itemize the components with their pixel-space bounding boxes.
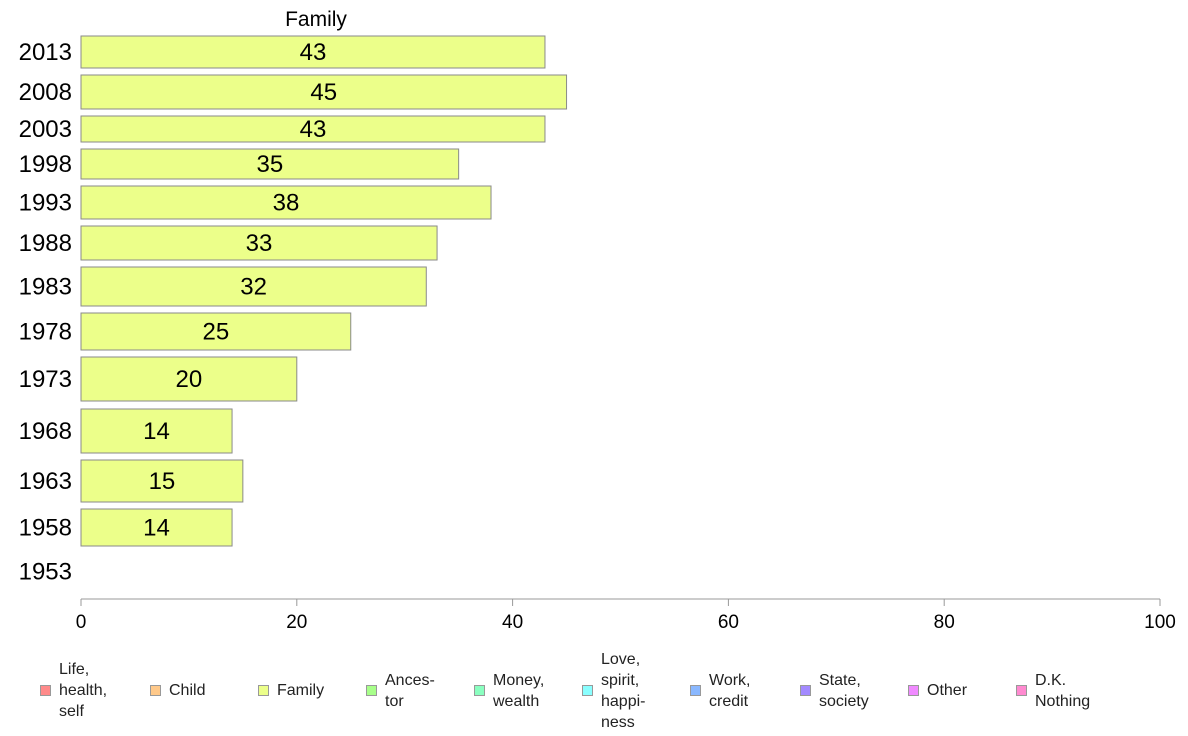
legend-label: State, society (819, 671, 869, 710)
bar (80, 35, 546, 69)
y-tick-labels: 2013 2008 2003 1998 1993 1988 1983 1978 1973 1968… (19, 39, 72, 586)
y-tick-label: 1953 (19, 559, 72, 586)
bar (80, 459, 244, 503)
data-label: 14 (143, 418, 170, 445)
y-tick-label: 1958 (19, 515, 72, 542)
y-tick-label: 1968 (19, 418, 72, 445)
data-label: 43 (300, 39, 327, 66)
legend-item: State, society (800, 645, 869, 736)
legend-label: Family (277, 682, 325, 699)
x-tick-label: 60 (718, 612, 739, 633)
bar (80, 185, 492, 220)
x-tick-label: 20 (286, 612, 307, 633)
x-tick-label: 40 (502, 612, 523, 633)
bar (80, 74, 568, 110)
bar (80, 408, 233, 454)
legend-item: Money, wealth (474, 645, 544, 736)
legend-label: Ances- tor (385, 671, 435, 710)
bar (80, 356, 298, 402)
y-tick-label: 1998 (19, 151, 72, 178)
data-label: 35 (256, 151, 283, 178)
bar (80, 115, 546, 143)
data-label: 14 (143, 515, 170, 542)
bar (80, 225, 438, 261)
x-tick-label: 100 (1144, 612, 1176, 633)
legend-label: Work, credit (709, 671, 751, 710)
legend-item: Ances- tor (366, 645, 435, 736)
data-label: 25 (203, 319, 230, 346)
legend-swatch (40, 685, 51, 696)
bar (80, 266, 427, 307)
data-label: 38 (273, 190, 300, 217)
legend-swatch (258, 685, 269, 696)
legend-swatch (800, 685, 811, 696)
bar (80, 312, 352, 351)
legend-label: Other (927, 682, 968, 699)
legend-item: Love, spirit, happi- ness (582, 645, 645, 736)
legend: Life, health, self Child Family Ances- tor M… (0, 645, 1188, 736)
x-tick-label: 80 (934, 612, 955, 633)
legend-item: Family (258, 645, 324, 736)
bar (80, 148, 460, 180)
y-tick-label: 1978 (19, 319, 72, 346)
data-label: 15 (149, 468, 176, 495)
y-tick-label: 2003 (19, 116, 72, 143)
y-tick-label: 2008 (19, 79, 72, 106)
legend-item: D.K. Nothing (1016, 645, 1090, 736)
y-tick-label: 1973 (19, 366, 72, 393)
x-axis-ticks: 0 20 40 60 80 100 (76, 599, 1176, 633)
y-tick-label: 1983 (19, 274, 72, 301)
chart-title: Family (285, 8, 347, 31)
legend-item: Life, health, self (40, 645, 107, 736)
data-label: 43 (300, 116, 327, 143)
data-label: 33 (246, 230, 273, 257)
bar (80, 508, 233, 547)
data-label: 32 (240, 274, 267, 301)
legend-label: Love, spirit, happi- ness (601, 650, 646, 731)
legend-swatch (150, 685, 161, 696)
y-tick-label: 2013 (19, 39, 72, 66)
y-tick-label: 1963 (19, 468, 72, 495)
legend-swatch (690, 685, 701, 696)
legend-label: D.K. Nothing (1035, 671, 1091, 710)
legend-swatch (908, 685, 919, 696)
x-tick-label: 0 (76, 612, 87, 633)
legend-swatch (582, 685, 593, 696)
legend-swatch (474, 685, 485, 696)
y-tick-label: 1993 (19, 190, 72, 217)
y-tick-label: 1988 (19, 230, 72, 257)
legend-label: Life, health, self (59, 661, 108, 720)
data-label: 45 (310, 79, 337, 106)
data-label: 20 (176, 366, 203, 393)
legend-swatch (1016, 685, 1027, 696)
legend-item: Other (908, 645, 967, 736)
legend-label: Money, wealth (493, 671, 545, 710)
legend-label: Child (169, 682, 206, 699)
legend-item: Child (150, 645, 205, 736)
legend-item: Work, credit (690, 645, 750, 736)
legend-swatch (366, 685, 377, 696)
